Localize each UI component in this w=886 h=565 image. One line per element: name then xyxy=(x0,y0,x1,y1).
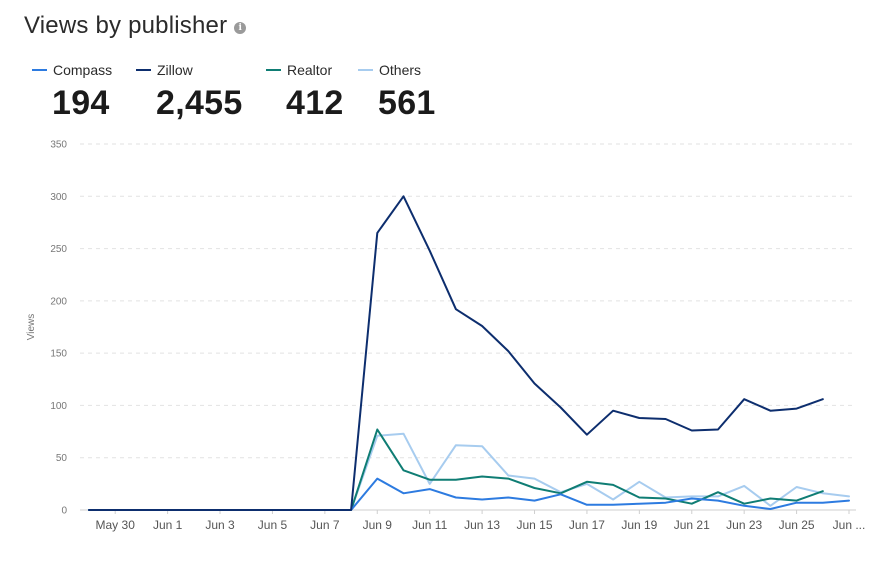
x-tick-label: Jun 1 xyxy=(153,518,183,532)
legend-total-zillow: 2,455 xyxy=(156,84,243,122)
y-tick-label: 50 xyxy=(56,453,68,464)
x-tick-label: Jun 11 xyxy=(412,518,447,532)
x-tick-label: Jun 21 xyxy=(674,518,710,532)
x-tick-label: Jun 3 xyxy=(205,518,235,532)
x-tick-label: Jun 17 xyxy=(569,518,605,532)
legend-swatch-compass xyxy=(32,69,47,71)
y-tick-label: 0 xyxy=(61,506,67,517)
legend-item-realtor[interactable]: Realtor xyxy=(266,62,332,78)
x-tick-label: Jun 7 xyxy=(310,518,340,532)
legend-total-others: 561 xyxy=(378,84,436,122)
series-line-zillow[interactable] xyxy=(88,195,824,511)
series-lines xyxy=(88,195,850,511)
x-tick-label: Jun 5 xyxy=(258,518,288,532)
info-icon[interactable]: i xyxy=(234,21,247,34)
x-tick-label: Jun ... xyxy=(833,518,866,532)
y-tick-label: 250 xyxy=(50,244,67,255)
legend-swatch-zillow xyxy=(136,69,151,71)
x-tick-label: May 30 xyxy=(96,518,136,532)
x-tick-label: Jun 25 xyxy=(779,518,815,532)
legend-total-compass: 194 xyxy=(52,84,110,122)
legend-label-zillow: Zillow xyxy=(157,62,193,78)
legend-swatch-others xyxy=(358,69,373,71)
y-tick-label: 200 xyxy=(50,296,67,307)
legend-swatch-realtor xyxy=(266,69,281,71)
page-title: Views by publisher xyxy=(24,12,228,39)
legend: Compass 194 Zillow 2,455 Realtor 412 Oth… xyxy=(32,62,552,132)
x-tick-label: Jun 9 xyxy=(363,518,393,532)
chart-title-row: Views by publisher i xyxy=(24,12,247,40)
series-line-compass[interactable] xyxy=(88,477,850,511)
legend-item-others[interactable]: Others xyxy=(358,62,421,78)
y-tick-label: 150 xyxy=(50,349,67,360)
legend-label-realtor: Realtor xyxy=(287,62,333,78)
x-tick-label: Jun 13 xyxy=(464,518,500,532)
y-axis-label: Views xyxy=(26,314,37,341)
legend-item-compass[interactable]: Compass xyxy=(32,62,112,78)
x-tick-label: Jun 15 xyxy=(517,518,553,532)
legend-item-zillow[interactable]: Zillow xyxy=(136,62,193,78)
legend-label-others: Others xyxy=(379,62,422,78)
x-axis-ticks: May 30 Jun 1 Jun 3 Jun 5 Jun 7 Jun 9 Jun 11 Jun… xyxy=(96,510,866,532)
x-tick-label: Jun 19 xyxy=(621,518,657,532)
y-tick-label: 100 xyxy=(50,401,67,412)
y-axis-ticks: 0 50 100 150 200 250 300 350 xyxy=(50,140,67,517)
y-tick-label: 300 xyxy=(50,192,67,203)
legend-label-compass: Compass xyxy=(53,62,113,78)
legend-total-realtor: 412 xyxy=(286,84,344,122)
line-chart: 0 50 100 150 200 250 300 350 May 30 Jun 1 Jun 3 Ju… xyxy=(26,140,866,533)
grid-lines xyxy=(80,143,856,511)
y-tick-label: 350 xyxy=(50,140,67,151)
x-tick-label: Jun 23 xyxy=(726,518,762,532)
